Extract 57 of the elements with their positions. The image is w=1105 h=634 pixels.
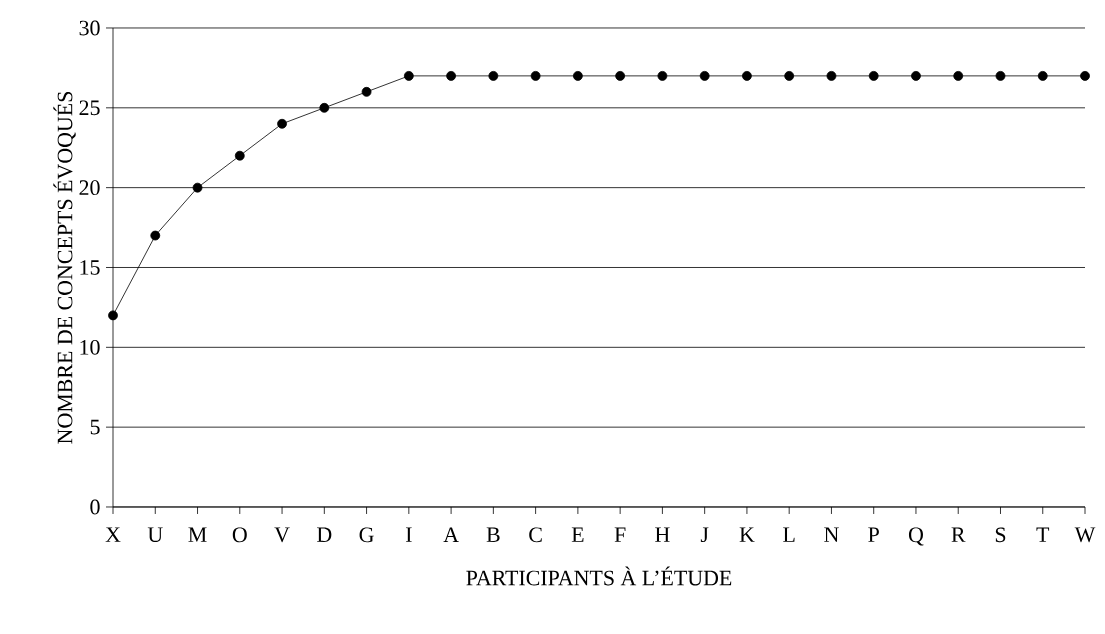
x-tick-label: Q [908,527,924,546]
x-tick-label: K [739,527,755,542]
x-tick-label: O [232,527,247,543]
point [953,70,964,81]
point [868,70,879,81]
x-tick-label: P [868,527,879,542]
y-tick-label: 30 [79,20,100,36]
x-tick-label: L [783,527,795,542]
point [911,70,921,81]
point [319,102,330,113]
x-tick-label: G [359,527,374,543]
x-tick-label: S [995,527,1006,543]
x-tick-label: C [529,527,542,543]
point [572,70,583,81]
point [615,70,626,81]
point [361,86,372,97]
x-tick-label: J [700,527,709,543]
point [403,70,414,81]
point [488,70,499,81]
x-tick-label: X [105,527,121,542]
x-tick-label: E [571,527,584,542]
point [234,150,245,161]
point [1037,70,1048,81]
point [530,70,541,81]
point [446,70,456,81]
x-tick-label: V [274,527,290,543]
y-tick-label: 10 [80,339,100,355]
point [108,310,118,321]
point [699,70,710,81]
y-tick-label: 0 [90,499,100,515]
x-tick-label: F [614,527,626,542]
y-tick-label: 5 [90,419,100,435]
x-axis-title: PARTICIPANTS À L’ÉTUDE [466,566,732,586]
point [277,118,287,129]
y-tick-label: 15 [80,260,100,275]
x-tick-label: A [443,527,459,542]
y-tick-label: 20 [79,180,100,196]
point [150,230,161,241]
point [192,182,203,193]
x-tick-label: R [951,527,966,542]
x-tick-label: B [486,527,500,542]
x-tick-label: W [1074,527,1096,543]
x-tick-label: U [147,527,163,543]
point [995,70,1006,81]
x-tick-label: N [824,527,839,542]
x-tick-label: M [188,527,207,542]
x-tick-label: I [405,527,412,542]
point [657,70,668,81]
y-axis-title: NOMBRE DE CONCEPTS ÉVOQUÉS [53,92,76,444]
point [784,70,795,81]
y-tick-label: 25 [79,100,100,116]
point [742,70,752,81]
point [826,70,837,81]
x-tick-label: T [1036,527,1050,542]
x-tick-label: D [317,527,332,542]
x-tick-label: H [655,527,670,542]
point [1080,70,1090,81]
